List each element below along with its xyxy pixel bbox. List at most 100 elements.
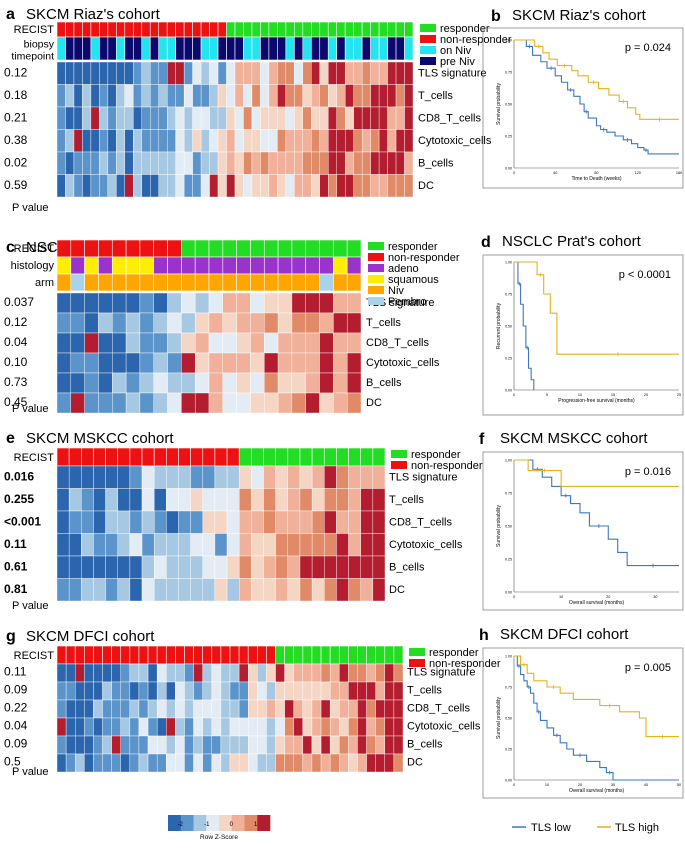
heatmap-cell xyxy=(56,352,72,374)
heatmap-cell xyxy=(238,681,249,701)
colorbar-tick: -1 xyxy=(204,822,210,828)
heatmap-cell xyxy=(68,533,82,557)
heatmap-cell xyxy=(333,312,348,334)
heatmap-cell xyxy=(138,717,149,737)
heatmap-cell xyxy=(305,312,320,334)
heatmap-cell xyxy=(102,699,112,719)
annotation-cell-arm xyxy=(277,273,293,292)
heatmap-cell xyxy=(294,174,304,198)
heatmap-cell xyxy=(190,578,203,602)
annotation-cell-biopsy xyxy=(183,36,193,61)
annotation-cell-biopsy xyxy=(361,36,371,61)
heatmap-cell xyxy=(211,753,222,773)
annotation-cell-recist xyxy=(311,447,325,467)
annotation-cell-recist xyxy=(257,645,267,665)
heatmap-cell xyxy=(226,84,236,108)
heatmap-cell xyxy=(70,392,85,414)
heatmap-cell xyxy=(257,735,267,755)
heatmap-cell xyxy=(251,465,264,489)
panel-letter-c: c xyxy=(6,239,15,256)
annotation-cell-recist xyxy=(323,447,337,467)
heatmap-cell xyxy=(348,681,358,701)
annotation-cell-biopsy xyxy=(243,36,253,61)
heatmap-cell xyxy=(336,174,346,198)
heatmap-cell xyxy=(150,151,159,175)
heatmap-cell xyxy=(234,61,244,85)
annotation-cell-histology xyxy=(333,256,348,275)
heatmap-cell xyxy=(84,663,94,683)
heatmap-cell xyxy=(285,151,295,175)
heatmap-cell xyxy=(353,106,363,130)
annotation-cell-recist xyxy=(202,645,213,665)
annotation-cell-recist xyxy=(65,21,75,38)
heatmap-cell xyxy=(302,717,313,737)
heatmap-cell xyxy=(311,465,325,489)
heatmap-cell xyxy=(211,735,222,755)
annotation-cell-histology xyxy=(56,256,72,275)
heatmap-cell xyxy=(268,106,278,130)
annotation-label-recist: RECIST xyxy=(14,24,55,36)
heatmap-cell xyxy=(268,61,278,85)
annotation-cell-biopsy xyxy=(124,36,134,61)
heatmap-cell xyxy=(260,174,270,198)
heatmap-cell xyxy=(348,663,358,683)
heatmap-cell xyxy=(239,465,252,489)
x-tick-label: 10 xyxy=(545,783,549,787)
annotation-cell-biopsy xyxy=(319,36,329,61)
p-value: 0.61 xyxy=(4,560,28,574)
heatmap-cell xyxy=(190,465,203,489)
heatmap-cell xyxy=(93,465,106,489)
heatmap-cell xyxy=(370,106,380,130)
heatmap-cell xyxy=(68,465,82,489)
heatmap-cell xyxy=(183,61,193,85)
heatmap-cell xyxy=(311,717,322,737)
row-label: TLS signature xyxy=(418,68,486,80)
heatmap-cell xyxy=(284,681,294,701)
heatmap-cell xyxy=(70,292,85,314)
km-legend: TLS low TLS high xyxy=(512,822,659,834)
annotation-cell-biopsy xyxy=(353,36,363,61)
heatmap-cell xyxy=(75,663,85,683)
heatmap-cell xyxy=(183,151,193,175)
heatmap-cell xyxy=(82,61,92,85)
km-curve-tls-low xyxy=(514,261,535,390)
heatmap-cell xyxy=(375,699,385,719)
heatmap-cell xyxy=(329,717,340,737)
heatmap-cell xyxy=(384,753,395,773)
p-value: 0.04 xyxy=(4,719,28,733)
heatmap-cell xyxy=(124,151,134,175)
heatmap-cell xyxy=(84,392,99,414)
heatmap-cell xyxy=(404,151,414,175)
km-panel-h: h SKCM DFCI cohort 0.00 0.25 0.50 0.75 1.00 0 10… xyxy=(479,626,684,799)
heatmap-cell xyxy=(299,555,313,579)
annotation-cell-recist xyxy=(102,645,112,665)
heatmap-cell xyxy=(84,292,99,314)
heatmap-cell xyxy=(328,106,337,130)
heatmap-cell xyxy=(299,578,313,602)
heatmap-cell xyxy=(112,292,127,314)
annotation-cell-recist xyxy=(222,239,237,258)
heatmap-cell xyxy=(395,174,405,198)
heatmap-cell xyxy=(361,174,371,198)
heatmap-cell xyxy=(348,533,361,557)
heatmap-cell xyxy=(209,106,219,130)
annotation-cell-recist xyxy=(149,21,160,38)
annotation-cell-recist xyxy=(275,447,289,467)
colorbar-title: Row Z-Score xyxy=(200,834,238,841)
heatmap-cell xyxy=(200,106,210,130)
heatmap-cell xyxy=(214,510,228,534)
panel-letter-f: f xyxy=(479,431,485,448)
panel-title-a: SKCM Riaz's cohort xyxy=(26,6,161,23)
p-value: <0.001 xyxy=(4,515,41,529)
heatmap-cell xyxy=(319,174,329,198)
x-tick-label: 80 xyxy=(594,171,598,175)
heatmap-cell xyxy=(138,663,149,683)
heatmap-cell xyxy=(129,663,140,683)
y-tick-label: 0.75 xyxy=(505,71,512,75)
heatmap-cell xyxy=(250,312,265,334)
heatmap-cell xyxy=(116,84,126,108)
heatmap-cell xyxy=(226,465,240,489)
heatmap-cell xyxy=(243,151,253,175)
heatmap-cell xyxy=(141,488,155,512)
heatmap-cell xyxy=(319,129,329,153)
